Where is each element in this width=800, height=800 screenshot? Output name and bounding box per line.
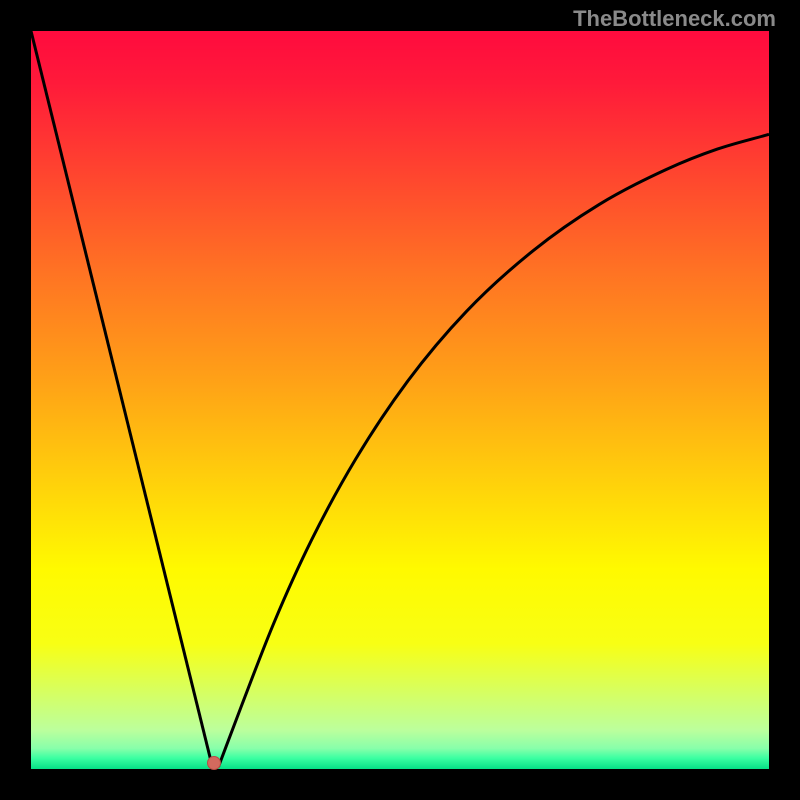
- bottleneck-chart: [31, 31, 769, 769]
- plot-area: [31, 31, 769, 769]
- gradient-background: [31, 31, 769, 769]
- watermark-text: TheBottleneck.com: [573, 6, 776, 32]
- minimum-marker: [207, 756, 221, 770]
